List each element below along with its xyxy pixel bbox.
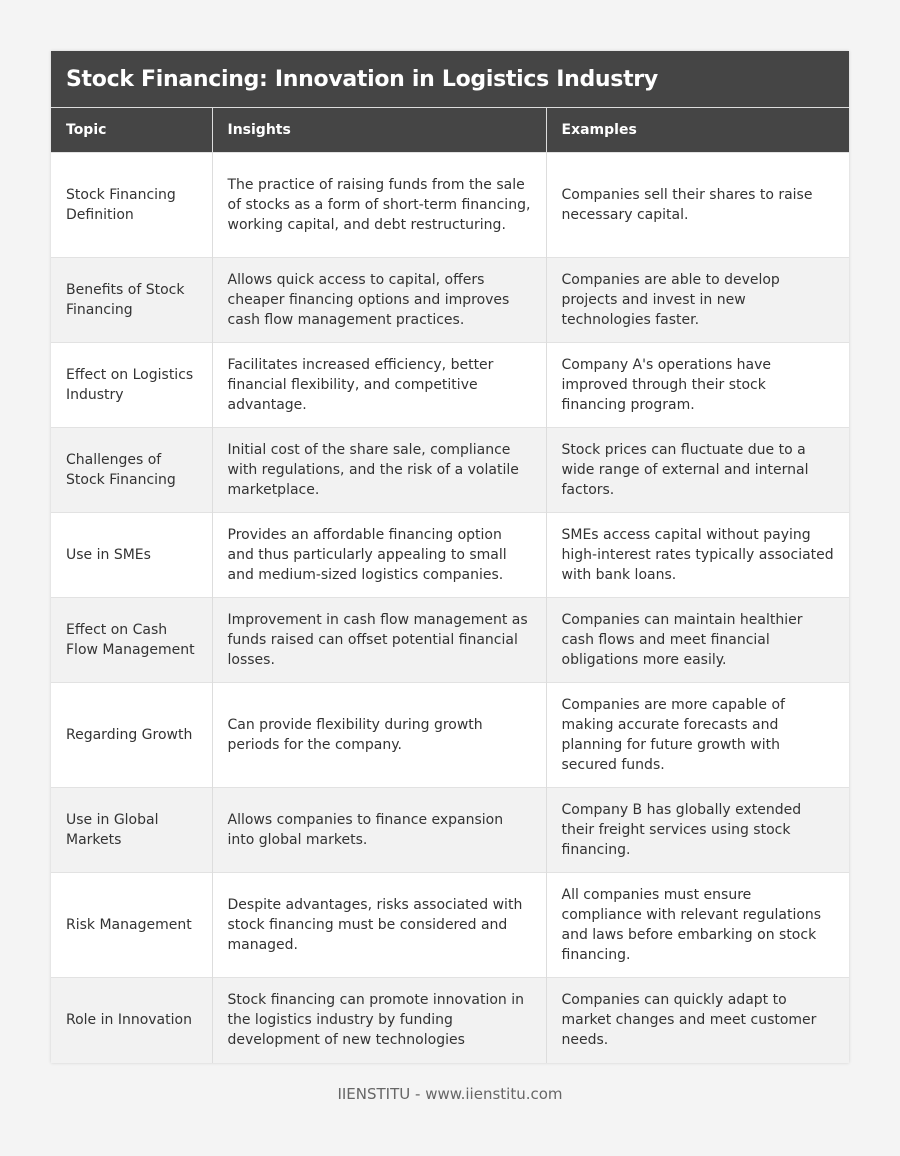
cell-topic: Risk Management: [51, 872, 213, 978]
column-header-topic: Topic: [51, 108, 213, 153]
table-row: Role in Innovation Stock financing can pr…: [51, 977, 849, 1063]
table-card: Stock Financing: Innovation in Logistics…: [51, 51, 849, 1063]
column-header-examples: Examples: [546, 108, 849, 153]
cell-insights: Stock financing can promote innovation i…: [212, 977, 547, 1063]
cell-topic: Effect on Logistics Industry: [51, 342, 213, 428]
cell-insights: Can provide flexibility during growth pe…: [212, 682, 547, 788]
header-row: Topic Insights Examples: [51, 108, 849, 153]
cell-examples: Stock prices can fluctuate due to a wide…: [546, 427, 849, 513]
cell-topic: Stock Financing Definition: [51, 152, 213, 258]
cell-topic: Benefits of Stock Financing: [51, 257, 213, 343]
table-row: Use in Global Markets Allows companies to…: [51, 787, 849, 873]
table-row: Benefits of Stock Financing Allows quick …: [51, 257, 849, 343]
cell-topic: Role in Innovation: [51, 977, 213, 1063]
cell-insights: Allows quick access to capital, offers c…: [212, 257, 547, 343]
footer-credit: IIENSTITU - www.iienstitu.com: [337, 1085, 563, 1103]
column-header-insights: Insights: [212, 108, 547, 153]
cell-insights: Initial cost of the share sale, complian…: [212, 427, 547, 513]
cell-topic: Regarding Growth: [51, 682, 213, 788]
table-row: Effect on Cash Flow Management Improvemen…: [51, 597, 849, 683]
table-row: Challenges of Stock Financing Initial cos…: [51, 427, 849, 513]
cell-insights: Provides an affordable financing option …: [212, 512, 547, 598]
cell-topic: Use in Global Markets: [51, 787, 213, 873]
cell-insights: Despite advantages, risks associated wit…: [212, 872, 547, 978]
table-row: Effect on Logistics Industry Facilitates …: [51, 342, 849, 428]
cell-insights: The practice of raising funds from the s…: [212, 152, 547, 258]
table-row: Stock Financing Definition The practice o…: [51, 152, 849, 258]
cell-insights: Improvement in cash flow management as f…: [212, 597, 547, 683]
cell-examples: Companies are able to develop projects a…: [546, 257, 849, 343]
cell-insights: Facilitates increased efficiency, better…: [212, 342, 547, 428]
cell-topic: Challenges of Stock Financing: [51, 427, 213, 513]
cell-insights: Allows companies to finance expansion in…: [212, 787, 547, 873]
cell-examples: Companies are more capable of making acc…: [546, 682, 849, 788]
cell-examples: Companies sell their shares to raise nec…: [546, 152, 849, 258]
table-row: Use in SMEs Provides an affordable financ…: [51, 512, 849, 598]
cell-topic: Effect on Cash Flow Management: [51, 597, 213, 683]
cell-examples: Company B has globally extended their fr…: [546, 787, 849, 873]
table-row: Regarding Growth Can provide flexibility …: [51, 682, 849, 788]
cell-examples: Companies can quickly adapt to market ch…: [546, 977, 849, 1063]
data-table: Topic Insights Examples Stock Financing …: [51, 108, 849, 1063]
cell-examples: All companies must ensure compliance wit…: [546, 872, 849, 978]
cell-examples: Company A's operations have improved thr…: [546, 342, 849, 428]
cell-examples: Companies can maintain healthier cash fl…: [546, 597, 849, 683]
cell-topic: Use in SMEs: [51, 512, 213, 598]
page-title: Stock Financing: Innovation in Logistics…: [51, 51, 849, 108]
table-row: Risk Management Despite advantages, risks…: [51, 872, 849, 978]
cell-examples: SMEs access capital without paying high-…: [546, 512, 849, 598]
